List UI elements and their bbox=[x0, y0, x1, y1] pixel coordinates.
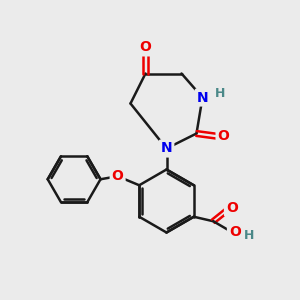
Text: O: O bbox=[226, 201, 238, 215]
Text: N: N bbox=[161, 142, 172, 155]
Text: O: O bbox=[229, 225, 241, 239]
Text: O: O bbox=[218, 130, 230, 143]
Text: O: O bbox=[140, 40, 152, 54]
Text: H: H bbox=[215, 87, 225, 101]
Text: H: H bbox=[244, 229, 254, 242]
Text: O: O bbox=[112, 169, 124, 183]
Text: N: N bbox=[197, 91, 208, 104]
